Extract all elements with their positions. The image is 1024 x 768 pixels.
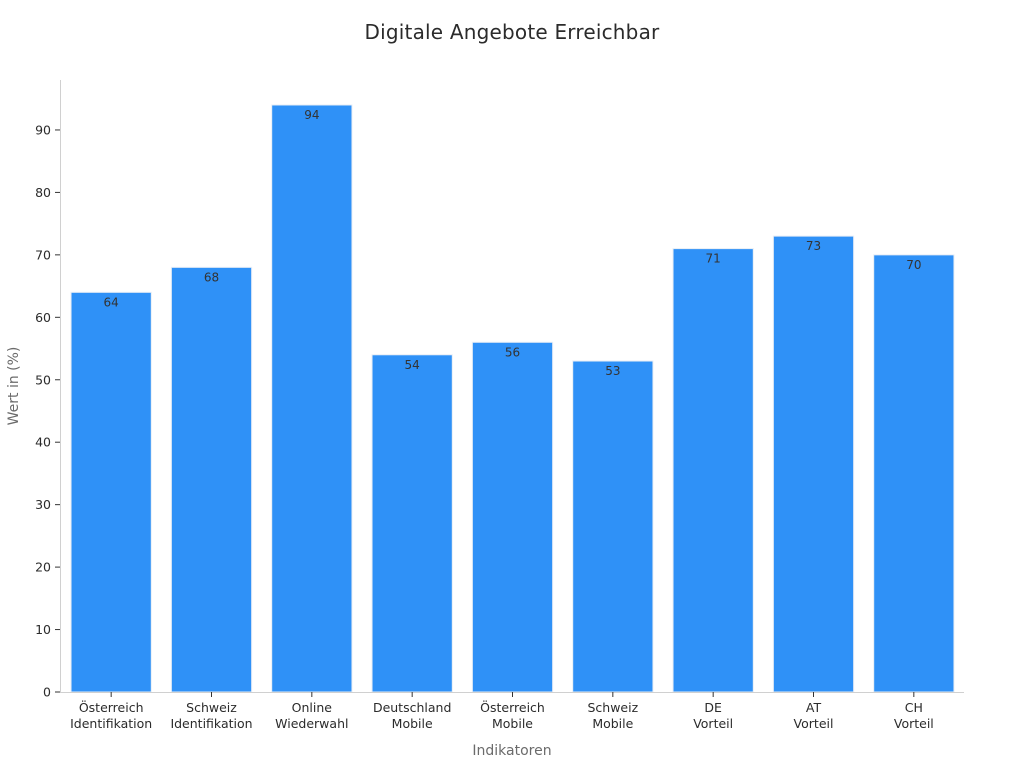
- y-ticks: 0 10 20 30 40 50 60 70 80 90: [35, 122, 60, 700]
- x-label-4: Österreich Mobile: [480, 699, 545, 731]
- bar-4: [471, 341, 554, 693]
- x-label-3: Deutschland Mobile: [373, 700, 451, 731]
- y-tick-label-2: 20: [35, 560, 51, 575]
- y-tick-label-5: 50: [35, 372, 51, 387]
- y-tick-label-9: 90: [35, 122, 51, 137]
- x-label-1-line-1: Identifikation: [170, 716, 252, 731]
- x-label-6-line-1: Vorteil: [693, 716, 733, 731]
- x-label-8: CH Vorteil: [894, 700, 934, 731]
- x-label-3-line-0: Deutschland: [373, 700, 451, 715]
- x-label-0-line-0: Österreich: [79, 699, 144, 715]
- y-axis-title: Wert in (%): [6, 347, 22, 426]
- x-label-5-line-0: Schweiz: [587, 700, 638, 715]
- data-label-2: 94: [304, 108, 319, 122]
- x-label-6-line-0: DE: [704, 700, 722, 715]
- x-label-1-line-0: Schweiz: [186, 700, 237, 715]
- x-label-2: Online Wiederwahl: [275, 700, 348, 731]
- bar-3: [371, 354, 453, 693]
- y-tick-label-3: 30: [35, 497, 51, 512]
- x-label-5-line-1: Mobile: [592, 716, 633, 731]
- bar-7: [772, 235, 855, 693]
- data-label-8: 70: [906, 258, 921, 272]
- bar-8: [873, 254, 955, 693]
- bars-layer: [70, 104, 955, 693]
- x-label-4-line-0: Österreich: [480, 699, 545, 715]
- x-label-5: Schweiz Mobile: [587, 700, 638, 731]
- x-label-3-line-1: Mobile: [392, 716, 433, 731]
- y-tick-label-7: 70: [35, 247, 51, 262]
- data-label-7: 73: [806, 239, 821, 253]
- bar-0: [70, 291, 152, 693]
- bar-1: [170, 266, 253, 693]
- x-axis-title: Indikatoren: [472, 743, 551, 759]
- bar-2: [271, 104, 353, 693]
- y-tick-label-1: 10: [35, 622, 51, 637]
- y-tick-label-0: 0: [43, 685, 51, 700]
- data-label-1: 68: [204, 270, 219, 284]
- x-label-6: DE Vorteil: [693, 700, 733, 731]
- x-label-2-line-1: Wiederwahl: [275, 716, 348, 731]
- x-label-1: Schweiz Identifikation: [170, 700, 252, 731]
- bar-6: [672, 248, 754, 693]
- x-label-0-line-1: Identifikation: [70, 716, 152, 731]
- x-label-0: Österreich Identifikation: [70, 699, 152, 731]
- x-label-7-line-1: Vorteil: [794, 716, 834, 731]
- y-tick-label-8: 80: [35, 185, 51, 200]
- x-label-8-line-0: CH: [905, 700, 923, 715]
- data-label-6: 71: [706, 252, 721, 266]
- bar-5: [572, 360, 654, 693]
- y-tick-label-6: 60: [35, 310, 51, 325]
- x-label-8-line-1: Vorteil: [894, 716, 934, 731]
- data-label-3: 54: [405, 358, 420, 372]
- x-label-4-line-1: Mobile: [492, 716, 533, 731]
- x-label-7: AT Vorteil: [794, 700, 834, 731]
- data-label-0: 64: [104, 295, 119, 309]
- data-label-5: 53: [605, 364, 620, 378]
- y-tick-label-4: 40: [35, 435, 51, 450]
- x-label-2-line-0: Online: [292, 700, 333, 715]
- x-label-7-line-0: AT: [806, 700, 822, 715]
- chart-title: Digitale Angebote Erreichbar: [364, 20, 660, 44]
- data-labels: 64 68 94 54 56 53 71 73 70: [104, 108, 922, 378]
- data-label-4: 56: [505, 345, 520, 359]
